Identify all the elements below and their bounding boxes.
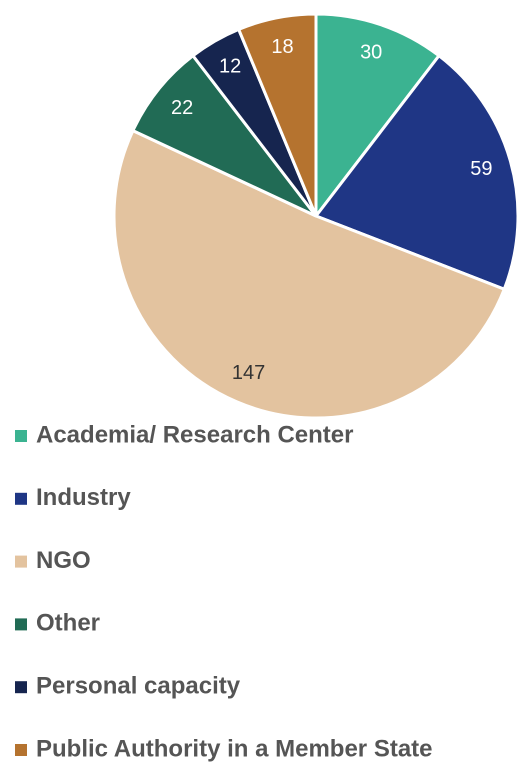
legend-swatch xyxy=(15,744,27,756)
legend-swatch xyxy=(15,555,27,568)
legend-swatch xyxy=(15,430,27,442)
slice-label: 30 xyxy=(360,42,382,64)
legend-label: Industry xyxy=(36,484,131,511)
slice-label: 18 xyxy=(271,36,293,58)
pie-slice xyxy=(112,128,507,420)
slice-label: 12 xyxy=(219,56,241,78)
pie-slice xyxy=(236,12,318,217)
pie-slice xyxy=(314,12,442,221)
legend-label: Other xyxy=(36,610,100,637)
legend-swatch xyxy=(15,492,27,505)
legend-swatch xyxy=(15,618,27,631)
slice-label: 147 xyxy=(232,362,265,384)
legend-label: NGO xyxy=(36,547,91,574)
legend-label: Personal capacity xyxy=(36,673,241,700)
pie-slice xyxy=(130,53,318,218)
slice-label: 22 xyxy=(171,97,193,119)
legend-swatch xyxy=(15,681,27,694)
legend-label: Public Authority in a Member State xyxy=(36,735,433,762)
slice-label: 59 xyxy=(470,158,492,180)
legend-label: Academia/ Research Center xyxy=(36,421,353,448)
pie-slice xyxy=(313,53,518,292)
